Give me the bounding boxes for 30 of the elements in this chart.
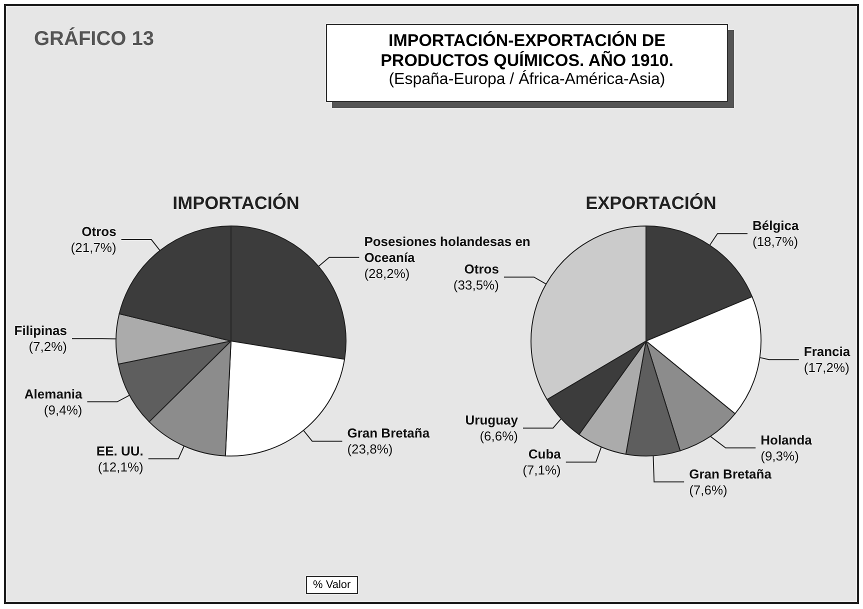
data-label: (9,4%) bbox=[44, 402, 82, 418]
data-label: (28,2%) bbox=[364, 266, 410, 281]
data-label: (23,8%) bbox=[347, 442, 393, 457]
slice-label: Gran Bretaña bbox=[347, 426, 430, 441]
text: (España-Europa / África-América-Asia) bbox=[388, 71, 666, 89]
data-label: (33,5%) bbox=[453, 278, 499, 293]
data-label: (7,1%) bbox=[522, 462, 561, 478]
slice-label: EE. UU. bbox=[96, 443, 144, 458]
slice-label: Holanda bbox=[760, 432, 813, 448]
data-label: (7,6%) bbox=[689, 482, 728, 498]
slice-label: Alemania bbox=[24, 386, 83, 402]
slice-label: Cuba bbox=[528, 446, 562, 462]
data-label: (17,2%) bbox=[804, 360, 850, 376]
slice-label: Filipinas bbox=[14, 323, 68, 338]
data-label: (7,2%) bbox=[28, 339, 68, 354]
data-label: (9,3%) bbox=[760, 448, 799, 464]
data-label: (18,7%) bbox=[752, 234, 798, 250]
slice-label: Bélgica bbox=[752, 218, 800, 234]
slice-label: Otros bbox=[82, 224, 116, 240]
data-label: (12,1%) bbox=[98, 459, 144, 474]
text: GRÁFICO 13 bbox=[34, 28, 154, 51]
chart-title: IMPORTACIÓN bbox=[172, 193, 300, 213]
data-label: (6,6%) bbox=[480, 428, 518, 444]
chart-title: EXPORTACIÓN bbox=[586, 193, 716, 213]
slice-label: Francia bbox=[804, 344, 851, 360]
slice-label: Gran Bretaña bbox=[689, 466, 772, 482]
data-label: (21,7%) bbox=[70, 240, 116, 256]
slice-label: Uruguay bbox=[465, 412, 519, 428]
text: % Valor bbox=[306, 576, 358, 594]
text: IMPORTACIÓN-EXPORTACIÓN DE PRODUCTOS QUÍMICOS. AÑO 1910. bbox=[380, 30, 674, 70]
